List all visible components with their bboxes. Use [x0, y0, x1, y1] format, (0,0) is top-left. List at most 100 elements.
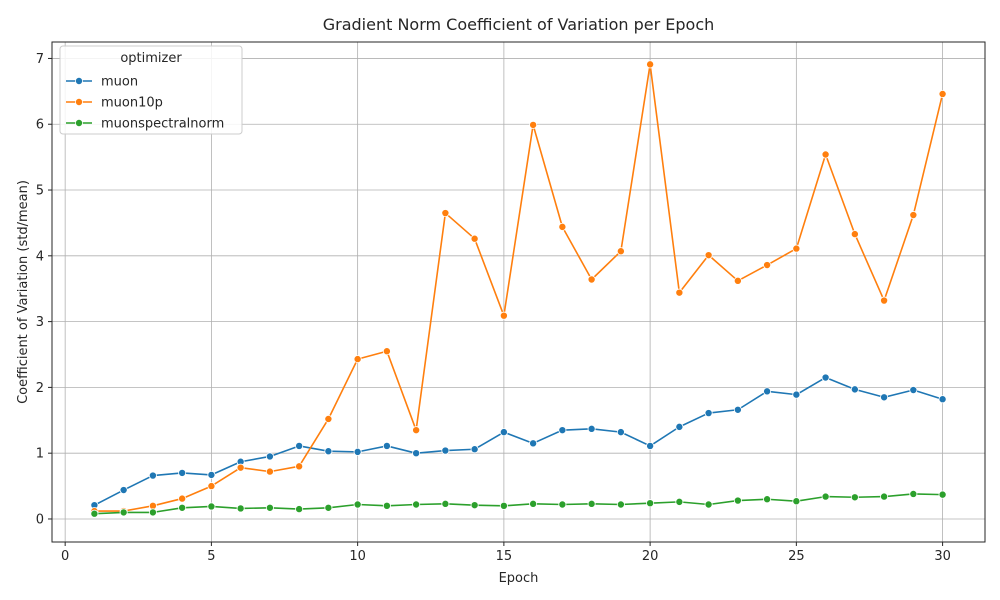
data-point-muonspectralnorm — [295, 505, 304, 514]
data-point-muon — [821, 373, 830, 382]
legend-label: muon10p — [101, 96, 163, 111]
data-point-muon10p — [499, 311, 508, 320]
data-point-muon10p — [616, 247, 625, 256]
data-point-muon — [558, 426, 567, 435]
legend-entry-muon: muon — [66, 75, 138, 90]
legend-title: optimizer — [120, 51, 182, 66]
data-point-muonspectralnorm — [558, 500, 567, 509]
data-point-muonspectralnorm — [236, 504, 245, 513]
data-point-muon10p — [704, 251, 713, 260]
data-point-muon — [675, 422, 684, 431]
y-tick-label: 0 — [36, 512, 44, 527]
data-point-muon10p — [148, 501, 157, 510]
legend-box — [59, 45, 243, 135]
x-axis-label: Epoch — [499, 571, 539, 586]
data-point-muon — [441, 446, 450, 455]
data-point-muon10p — [529, 120, 538, 129]
legend-label: muonspectralnorm — [101, 117, 224, 132]
data-point-muonspectralnorm — [587, 499, 596, 508]
data-point-muonspectralnorm — [821, 492, 830, 501]
data-point-muon10p — [821, 150, 830, 159]
data-point-muon — [909, 386, 918, 395]
x-tick-label: 5 — [207, 549, 215, 564]
data-point-muonspectralnorm — [529, 499, 538, 508]
y-tick-label: 3 — [36, 315, 44, 330]
data-point-muon10p — [646, 60, 655, 69]
data-point-muon — [850, 385, 859, 394]
data-point-muonspectralnorm — [499, 501, 508, 510]
legend-entry-muon10p: muon10p — [66, 96, 163, 111]
data-point-muon — [265, 452, 274, 461]
series-line-muon10p — [94, 63, 944, 512]
data-point-muon10p — [558, 222, 567, 231]
data-point-muon10p — [412, 426, 421, 435]
grid — [52, 42, 985, 542]
data-point-muon — [587, 424, 596, 433]
data-point-muonspectralnorm — [207, 502, 216, 511]
x-tick-label: 10 — [349, 549, 366, 564]
data-point-muonspectralnorm — [324, 503, 333, 512]
x-tick-label: 30 — [934, 549, 951, 564]
data-point-muon10p — [353, 355, 362, 364]
legend-entry-muonspectralnorm: muonspectralnorm — [66, 117, 224, 132]
data-point-muon10p — [587, 275, 596, 284]
data-point-muonspectralnorm — [880, 492, 889, 501]
data-point-muonspectralnorm — [441, 499, 450, 508]
data-point-muon — [529, 439, 538, 448]
y-axis-label: Coefficient of Variation (std/mean) — [16, 180, 31, 404]
data-point-muonspectralnorm — [909, 489, 918, 498]
data-point-muonspectralnorm — [178, 503, 187, 512]
legend: optimizer muon muon10p muonspectralnorm — [59, 45, 243, 135]
data-point-muon — [412, 449, 421, 458]
x-tick-label: 0 — [61, 549, 69, 564]
data-point-muon — [646, 441, 655, 450]
y-tick-label: 2 — [36, 381, 44, 396]
data-point-muon10p — [324, 414, 333, 423]
series-muonspectralnorm — [90, 489, 947, 518]
data-point-muon — [324, 447, 333, 456]
series-line-muonspectralnorm — [94, 493, 943, 515]
data-point-muonspectralnorm — [704, 500, 713, 509]
data-point-muonspectralnorm — [265, 503, 274, 512]
data-point-muon10p — [207, 482, 216, 491]
data-point-muon10p — [880, 296, 889, 305]
data-point-muon10p — [441, 209, 450, 218]
data-point-muon — [207, 470, 216, 479]
data-point-muon — [763, 387, 772, 396]
data-point-muon10p — [265, 467, 274, 476]
x-tick-label: 25 — [788, 549, 805, 564]
data-point-muonspectralnorm — [412, 500, 421, 509]
y-tick-label: 6 — [36, 118, 44, 133]
legend-entries: muon muon10p muonspectralnorm — [66, 75, 224, 132]
x-tick-label: 15 — [496, 549, 513, 564]
data-point-muon — [470, 445, 479, 454]
series-muon10p — [90, 60, 947, 516]
chart-title: Gradient Norm Coefficient of Variation p… — [323, 15, 715, 34]
ticks: 0 5 10 15 20 25 30 0 1 2 3 4 5 6 7 — [36, 52, 951, 564]
data-point-muon10p — [236, 463, 245, 472]
y-tick-label: 5 — [36, 184, 44, 199]
data-point-muonspectralnorm — [675, 497, 684, 506]
data-point-muon — [733, 405, 742, 414]
data-point-muonspectralnorm — [148, 508, 157, 517]
series — [90, 60, 947, 518]
data-point-muon — [880, 393, 889, 402]
data-point-muon10p — [470, 234, 479, 243]
legend-swatch-marker — [75, 98, 84, 107]
data-point-muon — [148, 471, 157, 480]
data-point-muonspectralnorm — [90, 509, 99, 518]
data-point-muon10p — [178, 494, 187, 503]
series-muon — [90, 373, 947, 510]
data-point-muon — [382, 441, 391, 450]
y-tick-label: 7 — [36, 52, 44, 67]
data-point-muon — [295, 441, 304, 450]
data-point-muonspectralnorm — [470, 501, 479, 510]
data-point-muonspectralnorm — [119, 508, 128, 517]
data-point-muonspectralnorm — [763, 495, 772, 504]
legend-label: muon — [101, 75, 138, 90]
data-point-muon10p — [382, 347, 391, 356]
data-point-muon10p — [850, 230, 859, 239]
data-point-muon10p — [763, 261, 772, 270]
data-point-muon10p — [909, 211, 918, 220]
